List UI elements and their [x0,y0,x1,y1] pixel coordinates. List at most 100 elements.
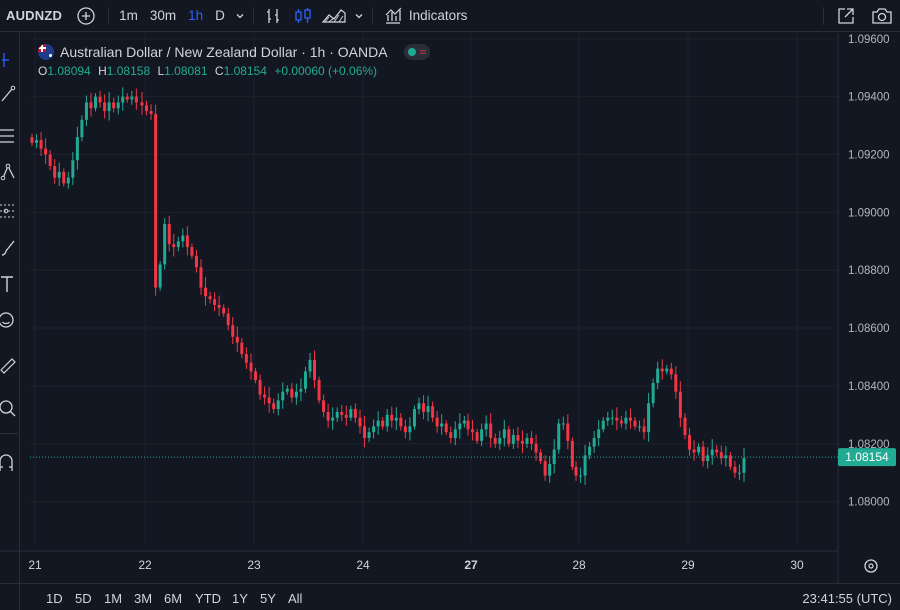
range-5y[interactable]: 5Y [260,591,276,606]
time-tick-label: 22 [138,558,152,572]
fullscreen-button[interactable] [828,0,864,32]
chart-legend: Australian Dollar / New Zealand Dollar ·… [38,44,431,78]
interval-1h[interactable]: 1h [188,8,204,23]
zoom-icon[interactable] [0,397,20,419]
range-ytd[interactable]: YTD [195,591,221,606]
candle-body [125,96,129,100]
candle-body [390,414,394,421]
candle-body [308,359,312,372]
candle-body [226,313,230,326]
drawing-toolbar [0,33,20,610]
candle-body [35,140,39,143]
text-icon[interactable] [0,273,20,295]
indicators-button[interactable]: Indicators [377,0,474,32]
chevron-down-icon [236,13,244,18]
crosshair-icon[interactable] [0,49,20,71]
candle-body [194,255,198,268]
candle-body [610,417,614,419]
candle-body [534,443,538,453]
range-3m[interactable]: 3M [134,591,153,606]
candle-body [719,452,723,459]
interval-d[interactable]: D [215,8,225,23]
candle-body [222,307,226,314]
price-tick-label: 1.08200 [848,439,890,451]
candle-body [48,154,52,167]
candle-body [440,423,444,427]
candle-body [349,409,353,418]
trend-line-icon[interactable] [0,83,20,105]
candle-body [158,264,162,288]
toolbar-divider [108,6,110,25]
symbol-description[interactable]: Australian Dollar / New Zealand Dollar ·… [60,44,388,60]
price-chart[interactable]: 1.09600 1.09400 1.09200 1.09000 1.08800 1.086… [0,33,900,583]
candle-body [520,440,524,444]
utc-clock[interactable]: 23:41:55 (UTC) [802,591,892,606]
pattern-icon[interactable] [0,161,20,183]
candle-body [140,102,144,106]
emoji-icon[interactable] [0,309,20,331]
candle-body [163,223,167,265]
candle-body [489,423,493,438]
low-value: 1.08081 [164,64,208,78]
bar-chart-type-button[interactable] [258,0,288,32]
interval-30m[interactable]: 30m [149,8,177,23]
candle-body [619,420,623,424]
range-6m[interactable]: 6M [164,591,183,606]
candle-body [683,417,687,436]
candle-body [335,411,339,418]
candle-body [471,429,475,433]
open-key: O [38,64,48,78]
candle-body [204,287,208,297]
candle-body [121,96,125,103]
candle-body [303,371,307,389]
candle-body [669,368,673,375]
magnet-icon[interactable] [0,451,20,473]
candle-body [588,446,592,456]
candle-body [502,429,506,438]
candle-body [525,437,529,444]
range-5d[interactable]: 5D [75,591,92,606]
plus-circle-icon [77,6,95,25]
candle-body [408,426,412,433]
price-tick-label: 1.09600 [848,34,890,46]
candle-body [724,455,728,459]
brush-icon[interactable] [0,237,20,259]
compare-add-button[interactable] [72,0,100,32]
range-1m[interactable]: 1M [104,591,123,606]
gear-icon [864,559,878,573]
fib-retracement-icon[interactable] [0,125,20,147]
indicators-icon [385,7,402,24]
candle-body [674,374,678,392]
snapshot-button[interactable] [864,0,900,32]
range-1d[interactable]: 1D [46,591,63,606]
candle-body [353,409,357,418]
ruler-icon[interactable] [0,353,20,375]
bottom-toolbar: 1D 5D 1M 3M 6M YTD 1Y 5Y All 23:41:55 (U… [0,583,900,610]
interval-1m[interactable]: 1m [119,8,138,23]
candle-body [453,429,457,438]
candle-body [701,446,705,462]
range-1y[interactable]: 1Y [232,591,248,606]
settings-button[interactable] [864,559,878,573]
candle-body [628,417,632,421]
candle-body [462,420,466,424]
symbol-search-button[interactable]: AUDNZD [6,8,63,23]
candle-body [39,140,43,149]
candle-body [733,466,737,473]
time-tick-label: 30 [790,558,804,572]
candle-body [281,391,285,401]
candles-chart-type-button[interactable] [288,0,318,32]
market-status-badge[interactable]: ≈ [403,44,431,60]
area-chart-type-button[interactable] [318,0,350,32]
candle-body [597,429,601,438]
candles [30,87,746,485]
candle-body [372,426,376,433]
forecast-icon[interactable] [0,199,20,221]
candle-body [651,383,655,404]
interval-dropdown-button[interactable] [231,0,249,32]
candle-body [399,417,403,427]
candle-body [592,437,596,447]
chart-type-dropdown-button[interactable] [350,0,368,32]
candle-body [449,432,453,438]
range-all[interactable]: All [288,591,303,606]
